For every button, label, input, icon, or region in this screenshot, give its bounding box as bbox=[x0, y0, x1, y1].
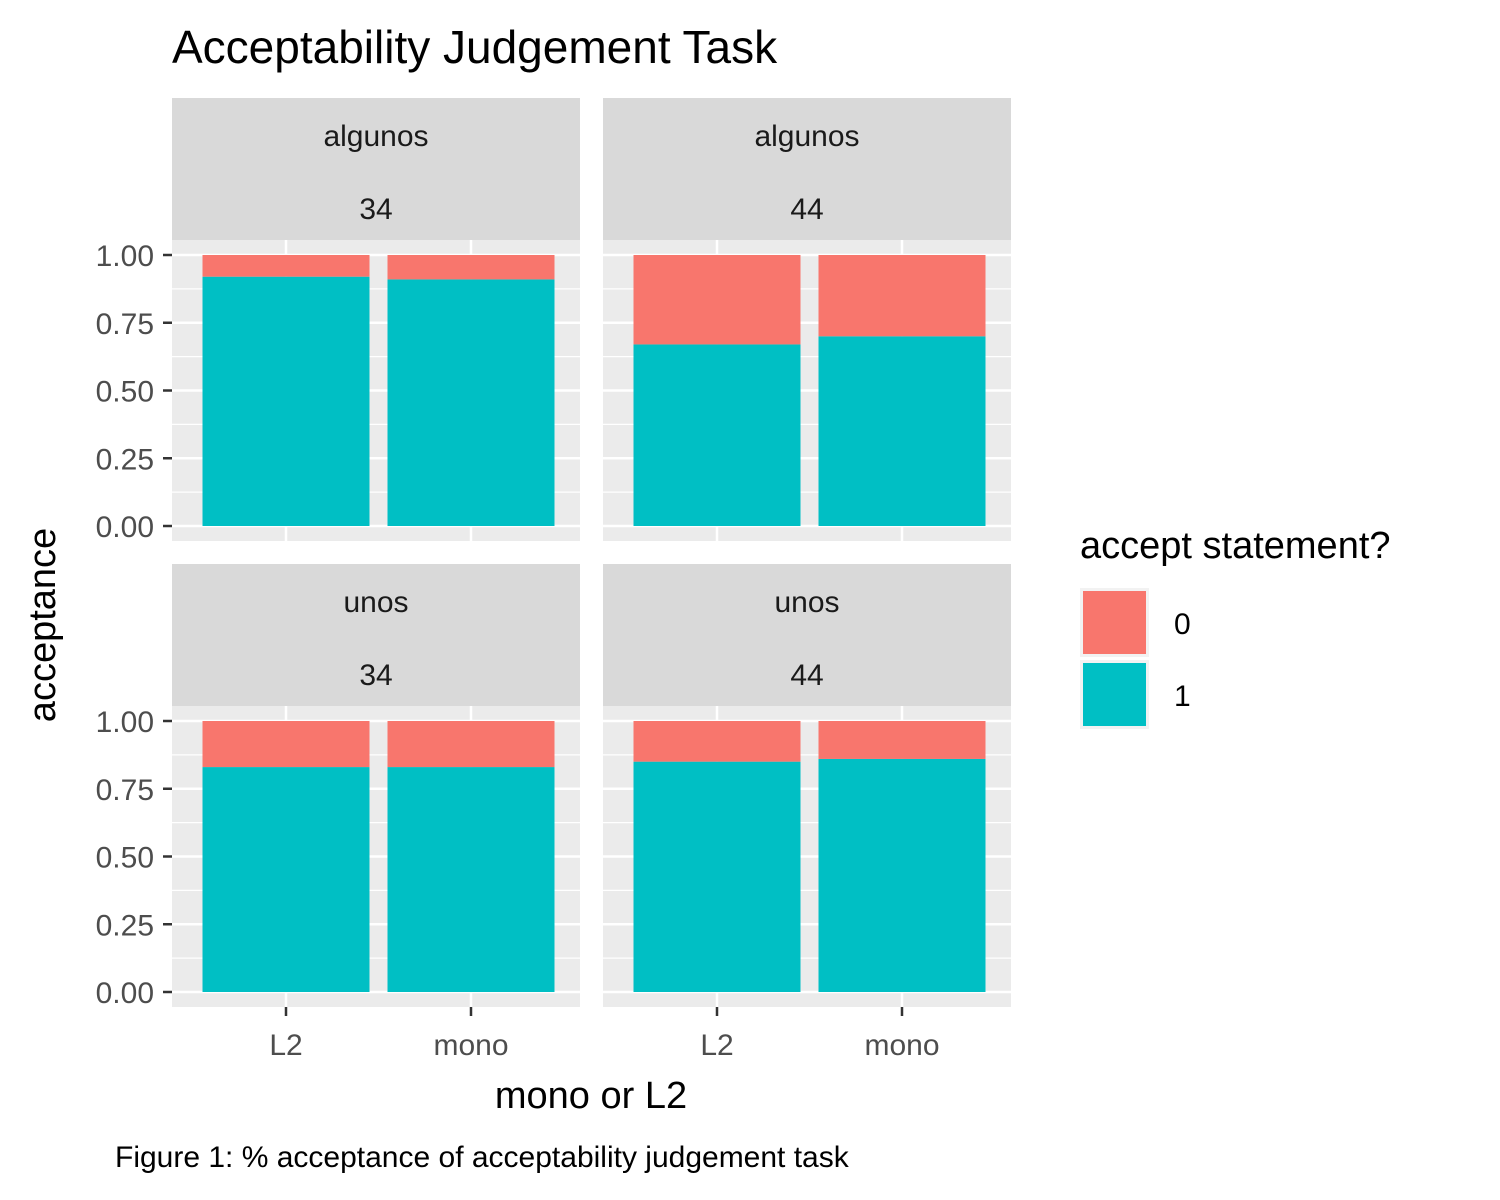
x-tick-label: mono bbox=[433, 1029, 508, 1062]
facet-strip-label: 44 bbox=[790, 659, 823, 692]
y-tick-label: 1.00 bbox=[96, 706, 154, 739]
x-tick-label: mono bbox=[864, 1029, 939, 1062]
bar-segment-0 bbox=[818, 255, 986, 337]
bar-segment-1 bbox=[202, 767, 370, 992]
bar-segment-0 bbox=[387, 721, 555, 768]
bar-segment-0 bbox=[818, 721, 986, 759]
panel: unos 44 L2 mono bbox=[603, 564, 1011, 1062]
legend-label: 0 bbox=[1174, 608, 1191, 641]
bar-segment-0 bbox=[633, 721, 801, 762]
y-axis-label: acceptance bbox=[22, 528, 64, 722]
y-tick-label: 0.50 bbox=[96, 842, 154, 875]
y-tick-label: 0.00 bbox=[96, 977, 154, 1010]
y-tick-label: 0.75 bbox=[96, 308, 154, 341]
facet-strip-label: unos bbox=[343, 586, 408, 619]
facet-strip-label: unos bbox=[774, 586, 839, 619]
bar-segment-1 bbox=[202, 276, 370, 526]
legend-swatch bbox=[1083, 591, 1146, 654]
panel: unos 34 0.00 0.25 0.50 0.75 1.00 L2 mono bbox=[96, 564, 580, 1062]
legend-title: accept statement? bbox=[1080, 525, 1391, 567]
panels-group: algunos340.000.250.500.751.00algunos44un… bbox=[96, 98, 1011, 1062]
bar-segment-0 bbox=[202, 255, 370, 277]
x-axis-label: mono or L2 bbox=[495, 1075, 687, 1117]
panel: algunos 34 0.00 0.25 0.50 0.75 1.00 bbox=[96, 98, 580, 544]
x-tick-label: L2 bbox=[700, 1029, 733, 1062]
bar-segment-0 bbox=[633, 255, 801, 345]
y-tick-label: 0.25 bbox=[96, 909, 154, 942]
bar-segment-1 bbox=[387, 767, 555, 992]
legend: accept statement? 0 1 bbox=[1080, 525, 1391, 729]
facet-strip-label: algunos bbox=[754, 120, 859, 153]
facet-strip-label: algunos bbox=[323, 120, 428, 153]
y-tick-label: 0.75 bbox=[96, 774, 154, 807]
legend-swatch bbox=[1083, 663, 1146, 726]
facet-strip bbox=[603, 98, 1011, 240]
bar-segment-1 bbox=[818, 758, 986, 992]
x-tick-label: L2 bbox=[269, 1029, 302, 1062]
facet-strip-label: 34 bbox=[359, 193, 392, 226]
bar-segment-1 bbox=[818, 336, 986, 526]
bar-segment-1 bbox=[387, 279, 555, 526]
figure-caption: Figure 1: % acceptance of acceptability … bbox=[115, 1141, 850, 1174]
y-tick-label: 1.00 bbox=[96, 240, 154, 273]
chart-title: Acceptability Judgement Task bbox=[172, 21, 778, 73]
facet-strip bbox=[172, 98, 580, 240]
bar-segment-1 bbox=[633, 761, 801, 992]
bar-segment-1 bbox=[633, 344, 801, 526]
facet-strip bbox=[603, 564, 1011, 706]
bar-segment-0 bbox=[387, 255, 555, 280]
facet-strip-label: 34 bbox=[359, 659, 392, 692]
y-tick-label: 0.00 bbox=[96, 511, 154, 544]
facet-strip-label: 44 bbox=[790, 193, 823, 226]
y-tick-label: 0.25 bbox=[96, 443, 154, 476]
bar-segment-0 bbox=[202, 721, 370, 768]
y-tick-label: 0.50 bbox=[96, 376, 154, 409]
facet-strip bbox=[172, 564, 580, 706]
legend-label: 1 bbox=[1174, 680, 1191, 713]
panel: algunos 44 bbox=[603, 98, 1011, 541]
